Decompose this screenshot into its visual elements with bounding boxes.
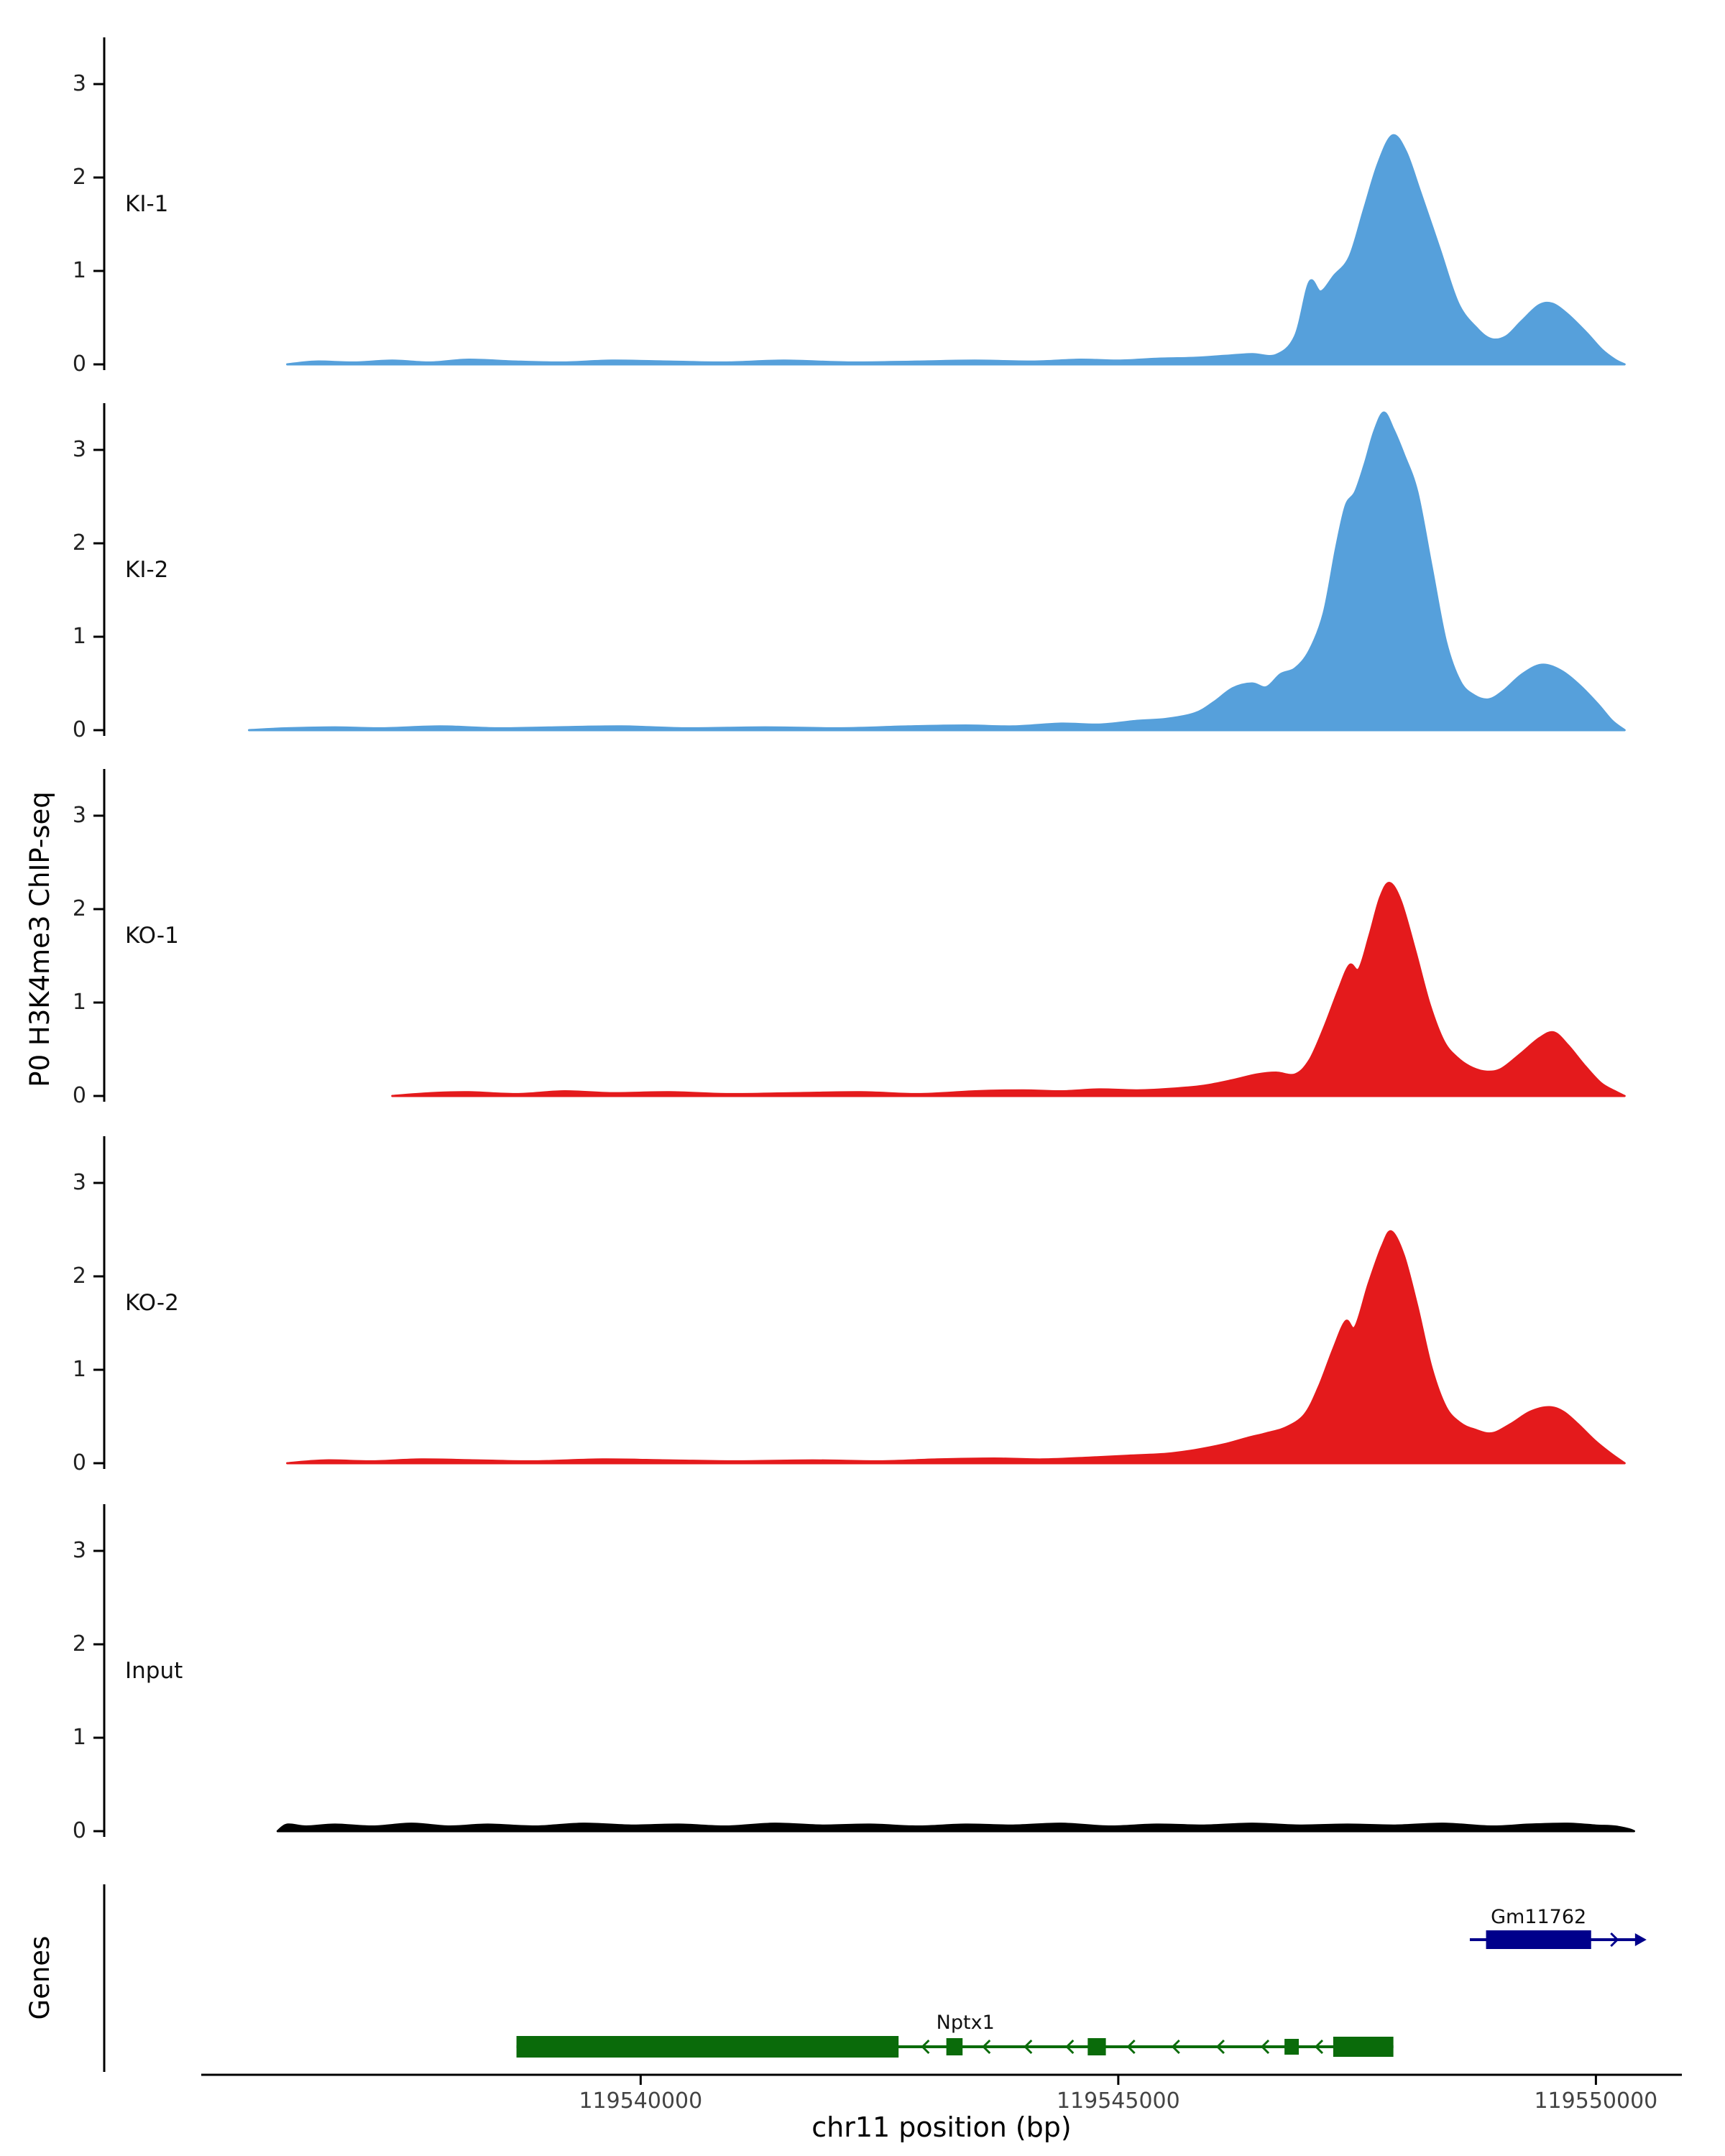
- genes-axis-title: Genes: [24, 1935, 55, 2020]
- gene-exon: [1087, 2038, 1106, 2055]
- track-label: Input: [125, 1658, 183, 1684]
- intron-arrow-icon: [1215, 2039, 1225, 2055]
- y-tick-label: 3: [72, 1538, 86, 1563]
- intron-arrow-icon: [1171, 2039, 1180, 2055]
- y-tick-label: 2: [72, 1631, 86, 1657]
- x-axis-title: chr11 position (bp): [811, 2111, 1072, 2143]
- intron-arrow-icon: [1065, 2039, 1075, 2055]
- track-label: KI-2: [125, 557, 169, 583]
- y-tick-label: 0: [72, 1818, 86, 1843]
- x-tick-label: 119545000: [1056, 2088, 1180, 2114]
- y-tick-label: 0: [72, 351, 86, 377]
- gene-exon: [1486, 1930, 1591, 1949]
- signal-area-ki-2: [248, 411, 1626, 732]
- y-tick-label: 0: [72, 1450, 86, 1475]
- track-label: KO-1: [125, 923, 179, 949]
- y-tick-label: 3: [72, 803, 86, 828]
- y-tick-label: 1: [72, 990, 86, 1015]
- signal-area-ko-2: [286, 1230, 1626, 1465]
- gene-exon: [1284, 2039, 1300, 2055]
- track-label: KO-2: [125, 1290, 179, 1316]
- y-tick-label: 3: [72, 437, 86, 462]
- y-tick-label: 3: [72, 1170, 86, 1195]
- intron-arrow-icon: [921, 2039, 930, 2055]
- intron-arrow-icon: [1126, 2039, 1136, 2055]
- y-tick-label: 2: [72, 530, 86, 556]
- track-label: KI-1: [125, 191, 169, 217]
- intron-arrow-icon: [1024, 2039, 1033, 2055]
- intron-arrow-icon: [1610, 1932, 1619, 1948]
- y-tick-label: 2: [72, 1263, 86, 1289]
- x-tick-label: 119550000: [1534, 2088, 1658, 2114]
- signal-area-ki-1: [286, 134, 1626, 366]
- y-tick-label: 3: [72, 71, 86, 96]
- gene-exon: [1333, 2037, 1394, 2057]
- y-tick-label: 2: [72, 165, 86, 190]
- gene-exon: [516, 2036, 899, 2058]
- gene-exon: [946, 2038, 963, 2055]
- signal-area-ko-1: [391, 882, 1626, 1097]
- intron-arrow-icon: [1314, 2039, 1324, 2055]
- y-tick-label: 1: [72, 1725, 86, 1750]
- x-tick-label: 119540000: [579, 2088, 703, 2114]
- y-tick-label: 1: [72, 258, 86, 283]
- y-tick-label: 2: [72, 896, 86, 921]
- gene-label: Nptx1: [936, 2012, 995, 2034]
- signal-area-input: [276, 1823, 1635, 1833]
- intron-arrow-icon: [982, 2039, 991, 2055]
- y-tick-label: 0: [72, 717, 86, 742]
- intron-arrow-icon: [1260, 2039, 1270, 2055]
- strand-arrow-icon: [1634, 1933, 1647, 1946]
- y-tick-label: 0: [72, 1083, 86, 1108]
- y-tick-label: 1: [72, 1357, 86, 1382]
- y-axis-title: P0 H3K4me3 ChIP-seq: [24, 791, 55, 1087]
- gene-label: Gm11762: [1491, 1906, 1587, 1928]
- y-tick-label: 1: [72, 624, 86, 649]
